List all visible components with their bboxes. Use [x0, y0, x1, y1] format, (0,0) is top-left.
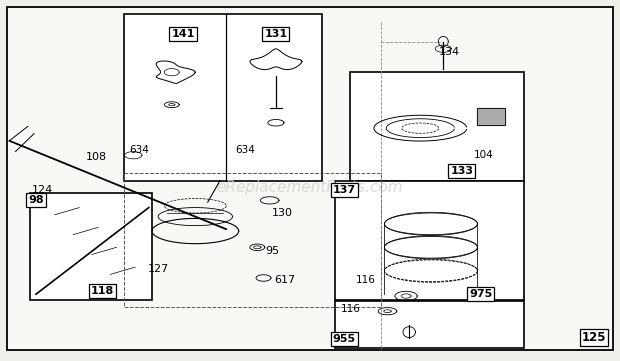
Bar: [124, 173, 381, 307]
Text: 108: 108: [86, 152, 107, 162]
Text: 131: 131: [264, 29, 288, 39]
Text: 975: 975: [469, 289, 492, 299]
Text: eReplacementParts.com: eReplacementParts.com: [216, 180, 404, 195]
Text: 634: 634: [130, 145, 149, 155]
Bar: [30, 193, 152, 300]
Text: 134: 134: [439, 47, 460, 57]
Text: 98: 98: [28, 195, 44, 205]
Text: 955: 955: [332, 334, 356, 344]
Text: 634: 634: [235, 145, 255, 155]
Text: 127: 127: [148, 264, 169, 274]
Text: 130: 130: [272, 208, 293, 218]
Bar: [335, 180, 524, 300]
Text: 104: 104: [474, 150, 494, 160]
Text: 125: 125: [582, 331, 606, 344]
Text: 141: 141: [171, 29, 195, 39]
Text: 133: 133: [450, 166, 474, 177]
Text: 124: 124: [32, 184, 53, 195]
Text: 116: 116: [356, 275, 376, 285]
Text: 118: 118: [91, 286, 114, 296]
Text: 617: 617: [275, 275, 296, 285]
Polygon shape: [477, 108, 505, 125]
Bar: [350, 72, 524, 180]
Bar: [335, 301, 524, 348]
Text: 137: 137: [332, 184, 356, 195]
Text: 116: 116: [340, 304, 360, 314]
Text: 95: 95: [266, 246, 280, 256]
Bar: [124, 14, 322, 180]
